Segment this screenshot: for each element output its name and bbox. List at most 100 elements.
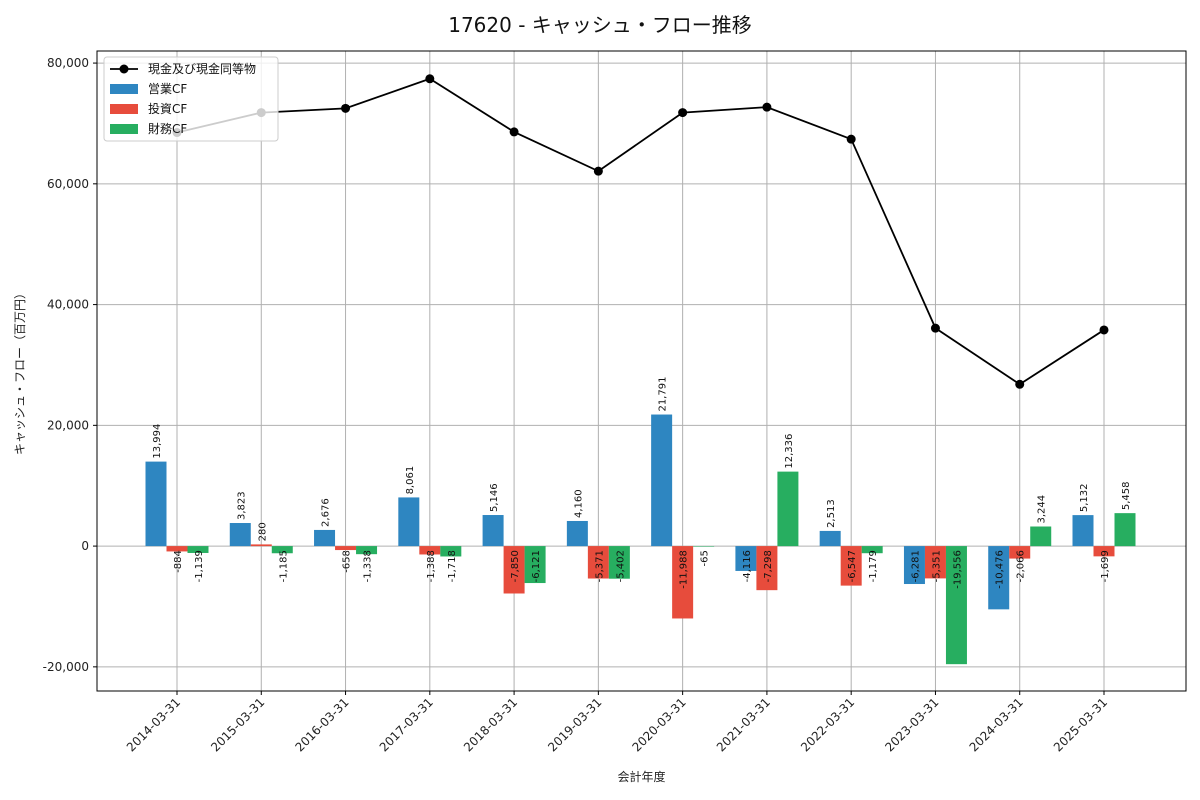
y-axis-label: キャッシュ・フロー（百万円） xyxy=(13,287,27,455)
bar-investing xyxy=(672,546,694,619)
x-tick-label: 2021-03-31 xyxy=(714,695,773,754)
bar-financing xyxy=(945,546,967,665)
bar-value-label: 3,823 xyxy=(236,491,247,520)
y-tick-label: 80,000 xyxy=(47,56,89,70)
bar-financing xyxy=(1030,526,1052,547)
bar-value-label: -6,281 xyxy=(910,550,921,582)
bar-value-label: -7,298 xyxy=(763,550,774,582)
bar-operating xyxy=(988,546,1010,610)
bar-value-label: 3,244 xyxy=(1037,495,1048,524)
bar-value-label: -6,121 xyxy=(531,550,542,582)
bar-operating xyxy=(735,546,757,571)
bar-financing xyxy=(608,546,630,579)
bar-value-label: -6,547 xyxy=(847,550,858,582)
y-tick-label: 20,000 xyxy=(47,418,89,432)
bar-financing xyxy=(693,546,715,547)
y-tick-label: -20,000 xyxy=(43,660,89,674)
bar-financing xyxy=(524,546,546,584)
plot-area xyxy=(97,51,1186,691)
bar-value-label: 4,160 xyxy=(573,489,584,518)
bar-value-label: -19,556 xyxy=(952,550,963,589)
legend-box xyxy=(103,56,279,142)
bar-value-label: -7,850 xyxy=(510,550,521,582)
bar-operating xyxy=(903,546,925,585)
bar-investing xyxy=(924,546,946,579)
bar-financing xyxy=(861,546,883,554)
cash-point xyxy=(341,103,351,113)
bar-value-label: 280 xyxy=(257,522,268,541)
bar-value-label: -1,185 xyxy=(278,550,289,582)
bar-value-label: -5,402 xyxy=(615,550,626,582)
cash-point xyxy=(509,127,519,137)
legend-marker xyxy=(119,64,129,74)
bar-value-label: -1,699 xyxy=(1100,550,1111,582)
bar-investing xyxy=(1093,546,1115,557)
bar-investing xyxy=(250,544,272,547)
bar-investing xyxy=(756,546,778,591)
bar-value-label: 12,336 xyxy=(784,434,795,469)
x-tick-label: 2019-03-31 xyxy=(545,695,604,754)
bar-value-label: -1,139 xyxy=(194,550,205,582)
bar-operating xyxy=(398,497,420,547)
bar-value-label: -5,371 xyxy=(594,550,605,582)
bar-value-label: -5,351 xyxy=(931,550,942,582)
bar-financing xyxy=(187,546,209,553)
bar-operating xyxy=(229,523,251,547)
bar-value-label: -658 xyxy=(342,550,353,573)
bar-value-label: -2,066 xyxy=(1016,550,1027,582)
bar-value-label: 5,146 xyxy=(489,483,500,512)
x-tick-label: 2017-03-31 xyxy=(377,695,436,754)
bar-value-label: -4,116 xyxy=(742,550,753,582)
bar-value-label: -65 xyxy=(700,550,711,566)
bar-financing xyxy=(440,546,462,557)
legend-bar-swatch xyxy=(110,124,138,134)
x-tick-label: 2024-03-31 xyxy=(967,695,1026,754)
x-axis-label: 会計年度 xyxy=(617,769,665,784)
legend-label: 投資CF xyxy=(148,101,187,116)
cash-point xyxy=(1015,379,1025,389)
legend-bar-swatch xyxy=(110,84,138,94)
bar-investing xyxy=(166,546,188,552)
x-tick-label: 2023-03-31 xyxy=(882,695,941,754)
x-tick-label: 2016-03-31 xyxy=(292,695,351,754)
bar-value-label: -11,988 xyxy=(679,550,690,589)
bar-value-label: 2,513 xyxy=(826,499,837,528)
bar-operating xyxy=(651,414,673,547)
bar-value-label: -884 xyxy=(173,550,184,573)
x-tick-label: 2018-03-31 xyxy=(461,695,520,754)
bar-financing xyxy=(271,546,293,554)
legend-bar-swatch xyxy=(110,104,138,114)
cash-point xyxy=(1099,325,1109,335)
x-tick-label: 2015-03-31 xyxy=(208,695,267,754)
bar-value-label: 5,132 xyxy=(1079,483,1090,512)
x-tick-label: 2022-03-31 xyxy=(798,695,857,754)
bar-investing xyxy=(587,546,609,579)
bar-investing xyxy=(1009,546,1031,559)
y-tick-label: 0 xyxy=(81,539,89,553)
x-tick-label: 2025-03-31 xyxy=(1051,695,1110,754)
bar-value-label: -1,179 xyxy=(868,550,879,582)
bar-operating xyxy=(1072,515,1094,547)
bar-operating xyxy=(819,530,841,547)
legend-label: 営業CF xyxy=(148,82,187,96)
bar-investing xyxy=(419,546,441,555)
bar-value-label: 2,676 xyxy=(321,498,332,527)
y-tick-label: 60,000 xyxy=(47,177,89,191)
bar-investing xyxy=(503,546,525,594)
bar-value-label: 21,791 xyxy=(658,377,669,412)
bar-value-label: 5,458 xyxy=(1121,481,1132,510)
legend-label: 現金及び現金同等物 xyxy=(148,61,256,76)
bar-operating xyxy=(145,461,167,547)
cash-point xyxy=(678,108,688,118)
cash-point xyxy=(593,166,603,176)
cash-line xyxy=(176,77,1105,386)
plot-frame xyxy=(96,50,1187,692)
bar-financing xyxy=(1114,513,1136,547)
bar-investing xyxy=(335,546,357,551)
x-tick-label: 2014-03-31 xyxy=(124,695,183,754)
cash-point xyxy=(425,74,435,84)
bar-operating xyxy=(482,515,504,547)
x-tick-label: 2020-03-31 xyxy=(630,695,689,754)
bar-value-label: 13,994 xyxy=(152,424,163,459)
